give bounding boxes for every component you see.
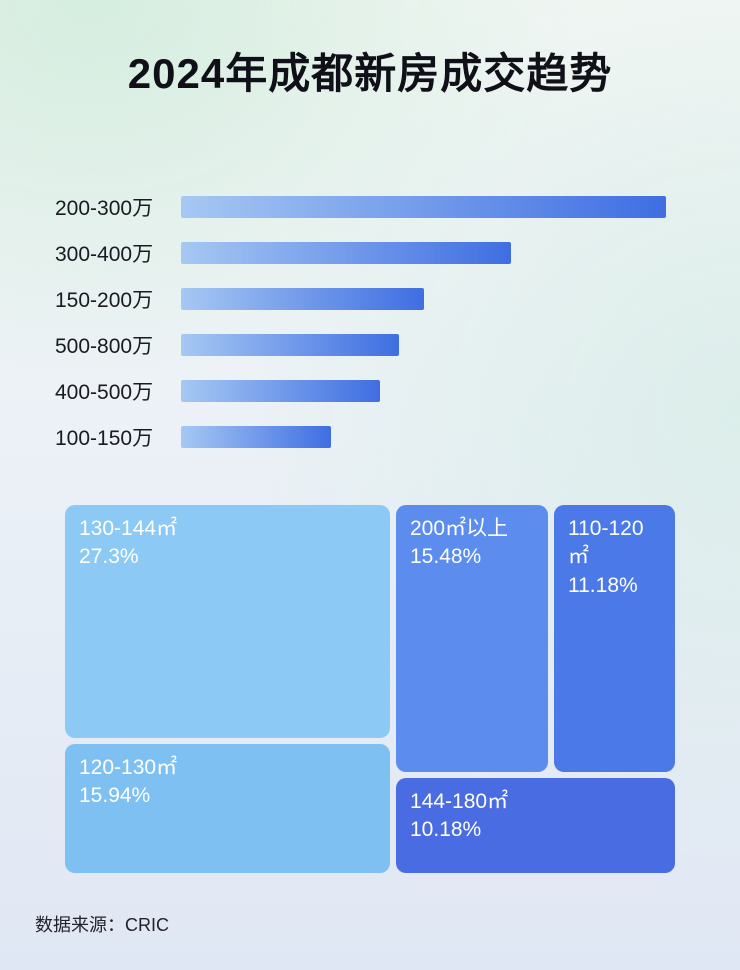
- bar-category-label: 300-400万: [55, 243, 154, 266]
- bar-segment: [181, 426, 332, 448]
- bar-track: [181, 334, 666, 356]
- bar-track: [181, 380, 666, 402]
- bar-track: [181, 196, 666, 218]
- treemap-block-label: 120-130㎡: [79, 756, 178, 779]
- treemap-block: 144-180㎡ 10.18%: [396, 778, 675, 873]
- bar-track: [181, 242, 666, 264]
- treemap-block-percent: 15.94%: [79, 784, 151, 808]
- treemap-block-percent: 10.18%: [410, 818, 482, 842]
- bar-category-label: 200-300万: [55, 197, 154, 220]
- bar-segment: [181, 196, 666, 218]
- bar-row: 150-200万: [55, 288, 666, 312]
- bar-segment: [181, 242, 511, 264]
- bar-row: 400-500万: [55, 380, 666, 404]
- area-size-treemap: 130-144㎡ 27.3% 120-130㎡ 15.94% 200㎡以上 15.48% 1…: [65, 505, 675, 873]
- bar-row: 200-300万: [55, 196, 666, 220]
- page-title: 2024年成都新房成交趋势: [127, 50, 613, 97]
- bar-row: 100-150万: [55, 426, 666, 450]
- bar-segment: [181, 334, 400, 356]
- data-source-label: 数据来源：CRIC: [35, 915, 169, 935]
- treemap-block-percent: 11.18%: [568, 573, 638, 597]
- treemap-block: 200㎡以上 15.48%: [396, 505, 548, 772]
- treemap-block-label: 144-180㎡: [410, 790, 509, 813]
- treemap-block-label: 200㎡以上: [410, 517, 509, 540]
- bar-category-label: 150-200万: [55, 289, 154, 312]
- bar-category-label: 400-500万: [55, 381, 154, 404]
- treemap-block: 110-120㎡ 11.18%: [554, 505, 675, 772]
- bar-category-label: 100-150万: [55, 427, 154, 450]
- bar-track: [181, 426, 666, 448]
- treemap-block: 120-130㎡ 15.94%: [65, 744, 390, 873]
- price-range-bar-chart: 200-300万 300-400万 150-200万 500-800万 400-500万…: [0, 196, 740, 450]
- bar-row: 500-800万: [55, 334, 666, 358]
- bar-segment: [181, 380, 380, 402]
- bar-category-label: 500-800万: [55, 335, 154, 358]
- bar-row: 300-400万: [55, 242, 666, 266]
- bar-segment: [181, 288, 424, 310]
- treemap-block: 130-144㎡ 27.3%: [65, 505, 390, 738]
- treemap-block-label: 130-144㎡: [79, 517, 178, 540]
- treemap-block-percent: 27.3%: [79, 545, 139, 569]
- treemap-block-percent: 15.48%: [410, 545, 482, 569]
- treemap-block-label: 110-120㎡: [568, 517, 644, 569]
- bar-track: [181, 288, 666, 310]
